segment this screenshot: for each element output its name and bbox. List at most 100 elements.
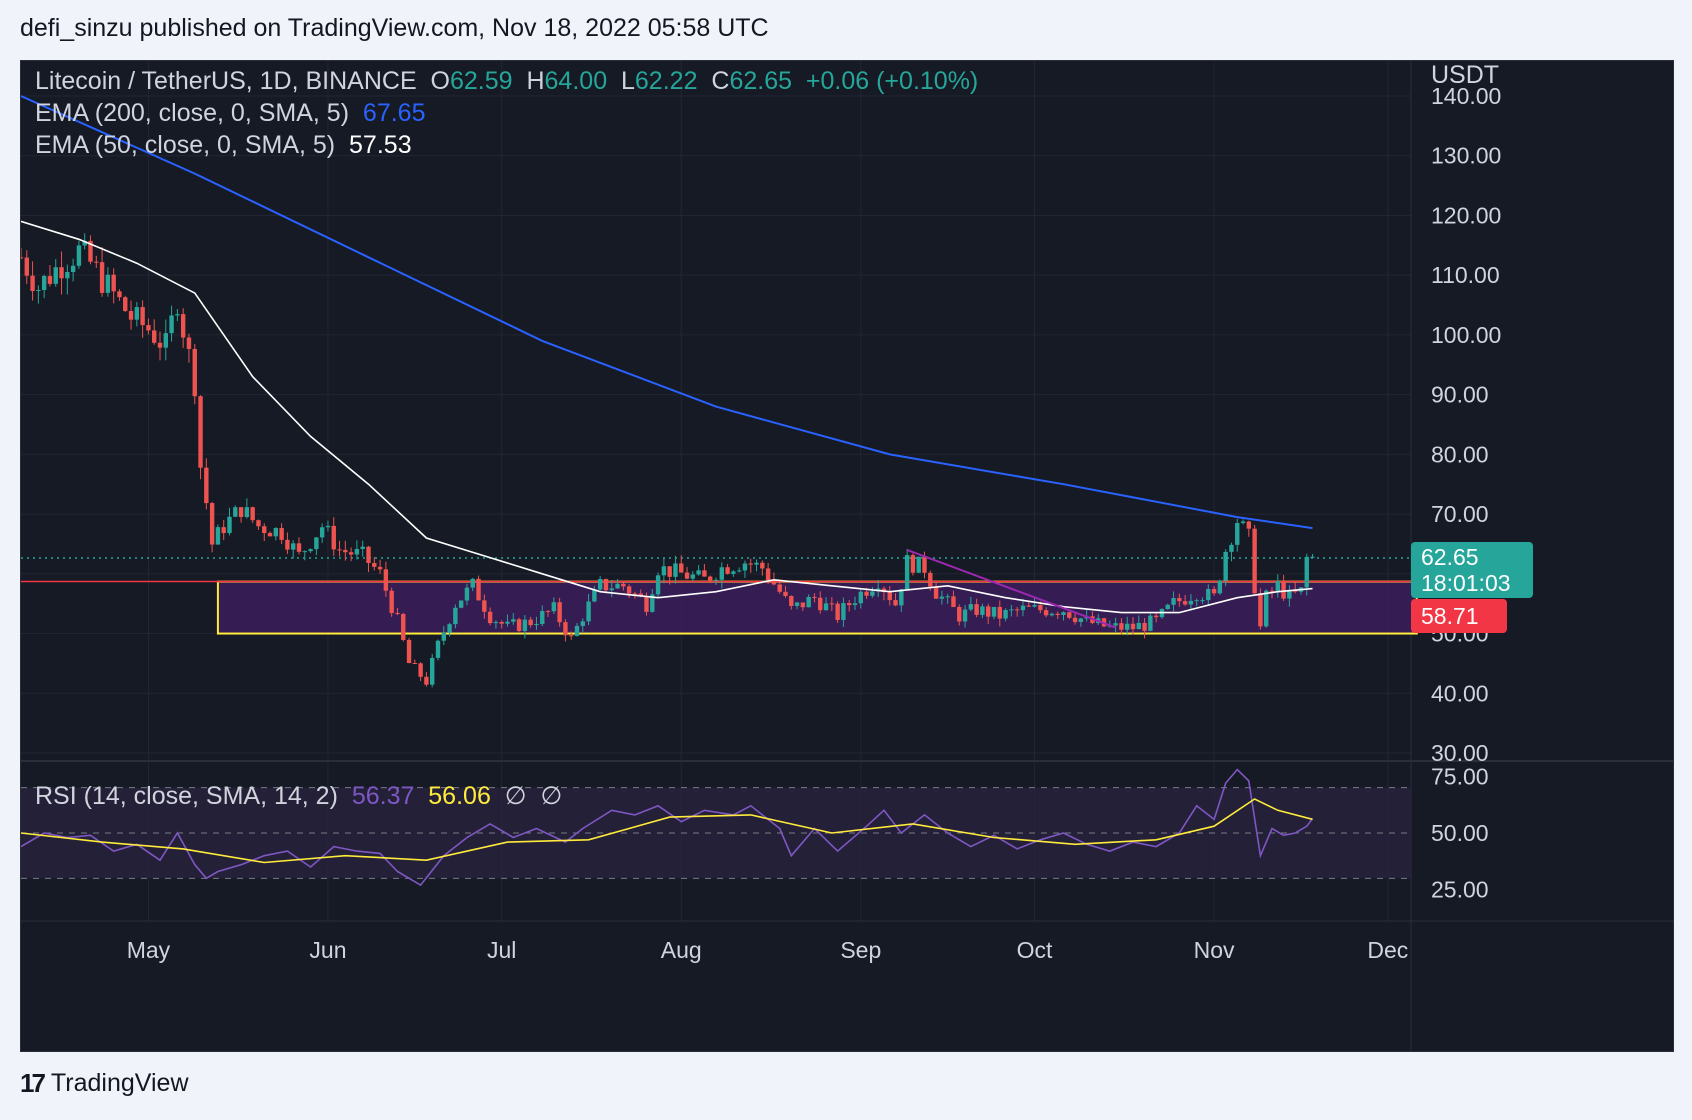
candle-body (771, 580, 777, 585)
candle-body (939, 596, 945, 599)
candle-body (1049, 613, 1055, 616)
candle-body (603, 579, 609, 591)
candle-body (1211, 588, 1217, 594)
candle-body (928, 572, 933, 587)
candle-body (76, 245, 82, 266)
candle-body (1258, 593, 1263, 627)
ema200-label: EMA (200, close, 0, SMA, 5) (35, 99, 350, 127)
candle-body (980, 606, 985, 615)
candle-body (684, 572, 690, 579)
candle-body (285, 539, 290, 550)
candle-body (1067, 612, 1072, 618)
chart-canvas[interactable]: 140.00 130.00 120.00 110.00 100.00 90.00 80.00… (21, 61, 1673, 1051)
rsi-label: RSI (14, close, SMA, 14, 2) (35, 782, 338, 810)
candle-body (679, 563, 684, 573)
candle-body (180, 314, 186, 338)
price-tick-label: 90.00 (1431, 382, 1489, 408)
high-value: 64.00 (544, 67, 608, 95)
candle-body (725, 567, 730, 574)
grid-lines (21, 61, 1673, 1051)
candle-body (377, 566, 383, 570)
ema50-legend: EMA (50, close, 0, SMA, 5) 57.53 (35, 131, 412, 160)
candle-body (609, 588, 614, 591)
rsi-panel (21, 768, 1411, 887)
candle-body (887, 592, 892, 601)
open-value: 62.59 (450, 67, 513, 95)
candle-body (458, 600, 464, 608)
price-tick-label: 30.00 (1431, 740, 1489, 766)
candle-body (1153, 615, 1159, 618)
time-tick-label: Sep (840, 937, 881, 963)
candle-body (487, 611, 493, 624)
chart-frame[interactable]: 140.00 130.00 120.00 110.00 100.00 90.00 80.00… (20, 60, 1674, 1052)
candle-body (331, 525, 336, 550)
candle-body (21, 257, 24, 259)
rsi-value: 56.37 (351, 782, 415, 810)
candle-body (204, 467, 209, 504)
candle-body (157, 342, 163, 348)
tradingview-logo-icon: 17 (20, 1068, 46, 1098)
candle-body (789, 596, 794, 606)
candle-body (1130, 623, 1136, 630)
candle-body (986, 606, 991, 617)
low-label: L (621, 67, 635, 95)
candle-body (383, 569, 389, 591)
candle-body (638, 593, 643, 597)
candle-body (957, 606, 962, 622)
candle-body (65, 272, 70, 279)
candle-body (713, 579, 719, 581)
time-tick-label: Aug (661, 937, 702, 963)
candle-body (30, 275, 35, 291)
candle-body (661, 566, 667, 576)
candle-body (117, 291, 122, 298)
candle-body (401, 613, 406, 640)
footer: 17 TradingView (20, 1068, 189, 1099)
candle-body (82, 240, 87, 246)
candle-body (545, 611, 551, 613)
candle-body (933, 586, 939, 599)
candle-body (1229, 544, 1234, 552)
candle-body (962, 609, 968, 622)
candle-body (343, 549, 348, 553)
candle-body (812, 596, 817, 598)
candle-body (499, 622, 504, 624)
candle-body (1206, 588, 1211, 601)
rsi-sma-line (21, 798, 1313, 864)
candle-body (105, 274, 111, 293)
candle-body (314, 537, 319, 550)
candlestick-series (21, 233, 1315, 688)
ema50-line (21, 220, 1313, 614)
candle-body (847, 603, 852, 606)
candle-body (146, 325, 151, 331)
candle-body (540, 611, 545, 624)
candle-body (736, 570, 742, 572)
candle-body (794, 602, 800, 606)
candle-body (580, 621, 585, 626)
candle-body (760, 562, 765, 569)
candle-body (1194, 600, 1199, 602)
symbol-legend: Litecoin / TetherUS, 1D, BINANCE O62.59 … (35, 67, 978, 96)
change-value: +0.06 (+0.10%) (805, 67, 979, 95)
candle-body (1223, 551, 1228, 581)
candle-body (800, 602, 806, 608)
demand-zone (21, 557, 1418, 635)
candle-body (94, 261, 99, 263)
candle-body (841, 603, 846, 620)
candle-body (1032, 605, 1037, 607)
candle-body (163, 333, 168, 348)
candle-body (673, 563, 678, 577)
price-tag-value: 62.65 (1421, 544, 1479, 570)
candle-body (864, 591, 869, 596)
candle-body (528, 619, 533, 626)
candle-body (1246, 521, 1252, 529)
price-tick-label: 40.00 (1431, 680, 1489, 706)
candle-body (1020, 605, 1026, 611)
descending-trendline (906, 548, 1116, 629)
rsi-sma-value: 56.06 (428, 782, 491, 810)
candle-body (244, 507, 250, 517)
candle-body (441, 632, 446, 641)
candle-body (250, 507, 255, 521)
candle-body (1003, 609, 1008, 619)
candle-body (696, 570, 701, 575)
price-tick-label: 140.00 (1431, 83, 1501, 109)
